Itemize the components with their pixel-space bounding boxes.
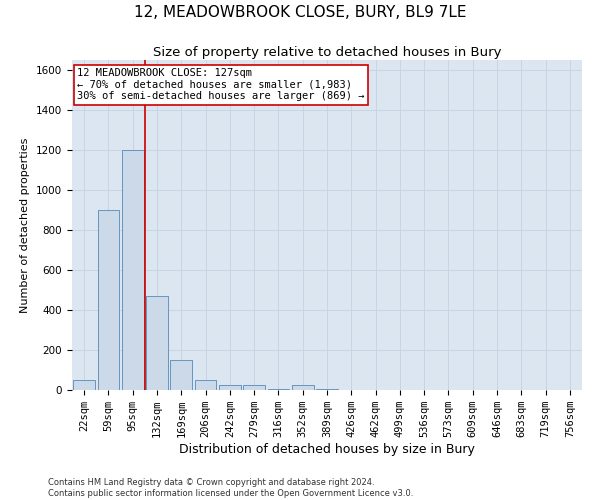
Bar — [146, 296, 168, 390]
Bar — [316, 389, 338, 390]
Bar — [219, 385, 241, 390]
Bar — [97, 210, 119, 390]
Text: 12 MEADOWBROOK CLOSE: 127sqm
← 70% of detached houses are smaller (1,983)
30% of: 12 MEADOWBROOK CLOSE: 127sqm ← 70% of de… — [77, 68, 365, 102]
Bar — [170, 360, 192, 390]
Bar — [292, 385, 314, 390]
Bar — [194, 380, 217, 390]
X-axis label: Distribution of detached houses by size in Bury: Distribution of detached houses by size … — [179, 443, 475, 456]
Bar — [73, 380, 95, 390]
Text: Contains HM Land Registry data © Crown copyright and database right 2024.
Contai: Contains HM Land Registry data © Crown c… — [48, 478, 413, 498]
Bar — [243, 385, 265, 390]
Bar — [268, 389, 289, 390]
Title: Size of property relative to detached houses in Bury: Size of property relative to detached ho… — [153, 46, 501, 59]
Text: 12, MEADOWBROOK CLOSE, BURY, BL9 7LE: 12, MEADOWBROOK CLOSE, BURY, BL9 7LE — [134, 5, 466, 20]
Y-axis label: Number of detached properties: Number of detached properties — [20, 138, 31, 312]
Bar — [122, 150, 143, 390]
